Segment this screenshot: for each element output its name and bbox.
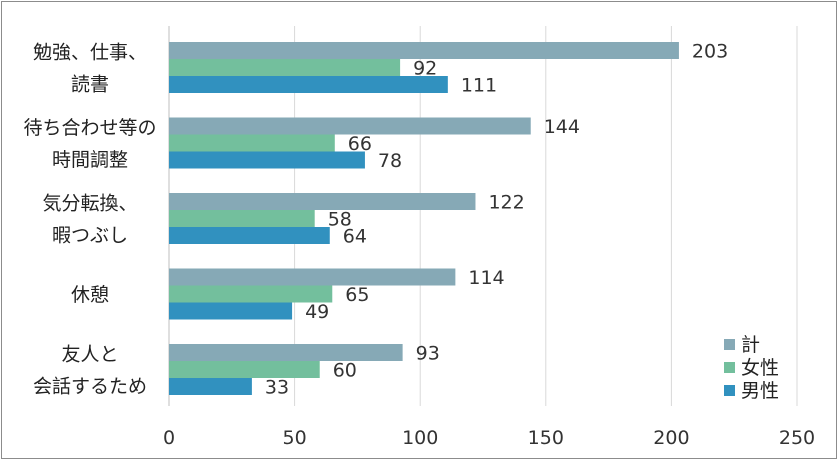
tick-label: 100 xyxy=(402,427,438,449)
category-label: 勉強、仕事、 xyxy=(33,42,147,64)
data-label: 64 xyxy=(343,226,367,248)
data-label: 65 xyxy=(345,284,369,306)
data-label: 78 xyxy=(378,150,402,172)
legend-label: 女性 xyxy=(741,357,779,379)
bar-total xyxy=(169,268,456,286)
data-label: 58 xyxy=(328,209,352,231)
category-label: 待ち合わせ等の xyxy=(23,117,156,139)
bar-female xyxy=(169,134,335,152)
data-label: 111 xyxy=(461,75,497,97)
bar-total xyxy=(169,42,679,59)
data-label: 122 xyxy=(488,192,524,214)
bar-male xyxy=(169,151,365,169)
tick-label: 200 xyxy=(653,427,689,449)
data-label: 60 xyxy=(333,360,357,382)
legend-swatch xyxy=(724,362,735,373)
legend-label: 計 xyxy=(741,334,760,356)
data-label: 33 xyxy=(265,377,289,399)
category-label: 気分転換、 xyxy=(42,193,137,215)
category-label: 友人と xyxy=(61,344,118,366)
category-label: 読書 xyxy=(71,74,109,96)
data-label: 49 xyxy=(305,301,329,323)
bar-male xyxy=(169,302,293,320)
bar-male xyxy=(169,378,252,395)
tick-label: 150 xyxy=(528,427,564,449)
bar-female xyxy=(169,361,320,378)
legend-swatch xyxy=(724,385,735,396)
category-label: 会話するため xyxy=(33,376,147,398)
bar-female xyxy=(169,210,315,227)
bars xyxy=(169,42,679,395)
data-label: 203 xyxy=(692,41,728,63)
x-axis-ticks: 0 50 100 150 200 250 xyxy=(163,427,815,449)
bar-female xyxy=(169,59,401,76)
data-label: 66 xyxy=(348,133,372,155)
bar-male xyxy=(169,76,448,93)
legend-label: 男性 xyxy=(741,380,779,402)
category-label: 休憩 xyxy=(71,284,109,306)
bar-male xyxy=(169,227,330,244)
bar-female xyxy=(169,285,333,303)
category-label: 暇つぶし xyxy=(52,225,128,247)
tick-label: 50 xyxy=(283,427,307,449)
bar-total xyxy=(169,193,476,210)
tick-label: 0 xyxy=(163,427,175,449)
bar-total xyxy=(169,344,403,361)
data-label: 144 xyxy=(544,116,580,138)
data-label: 114 xyxy=(468,267,504,289)
tick-label: 250 xyxy=(779,427,815,449)
data-label: 92 xyxy=(413,58,437,80)
category-label: 時間調整 xyxy=(52,149,128,171)
legend-swatch xyxy=(724,339,735,350)
bar-total xyxy=(169,117,531,135)
data-label: 93 xyxy=(416,343,440,365)
